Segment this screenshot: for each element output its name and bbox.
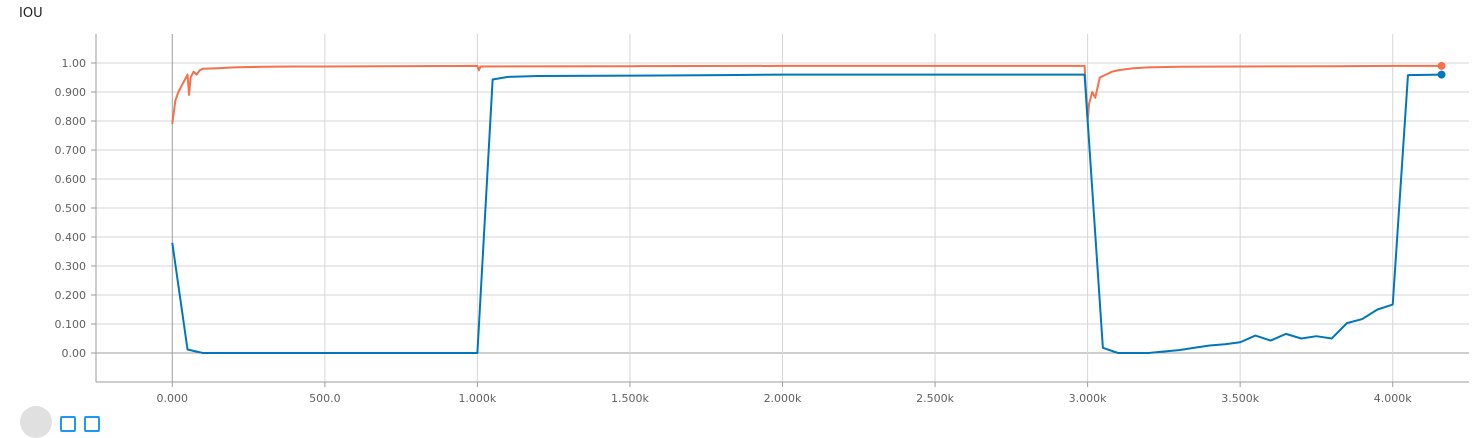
x-tick-label: 2.000k: [764, 392, 802, 405]
chart-toolbar: [20, 406, 100, 438]
x-tick-label: 2.500k: [916, 392, 954, 405]
x-tick-label: 4.000k: [1374, 392, 1412, 405]
series-layer: [171, 61, 1446, 354]
y-tick-label: 0.100: [55, 318, 87, 331]
y-tick-label: 1.00: [62, 57, 87, 70]
axes: [91, 34, 1469, 387]
fit-domain-icon[interactable]: [84, 416, 100, 432]
chart-title: IOU: [19, 6, 43, 21]
y-tick-label: 0.600: [55, 173, 87, 186]
series-endpoint-2: [1437, 70, 1446, 79]
line-chart: 0.00 0.100 0.200 0.300 0.400 0.500 0.600 0.700 0…: [55, 34, 1469, 405]
tick-labels: 0.00 0.100 0.200 0.300 0.400 0.500 0.600 0.700 0…: [55, 57, 1413, 405]
y-tick-label: 0.900: [55, 86, 87, 99]
y-tick-label: 0.400: [55, 231, 87, 244]
x-tick-label: 1.000k: [458, 392, 496, 405]
expand-button[interactable]: [20, 406, 52, 438]
data-selection-icon[interactable]: [60, 416, 76, 432]
x-tick-label: 3.000k: [1069, 392, 1107, 405]
y-tick-label: 0.200: [55, 289, 87, 302]
x-tick-label: 1.500k: [611, 392, 649, 405]
grid: [96, 34, 1469, 382]
x-tick-label: 500.0: [309, 392, 341, 405]
y-tick-label: 0.300: [55, 260, 87, 273]
y-tick-label: 0.00: [62, 347, 87, 360]
y-tick-label: 0.500: [55, 202, 87, 215]
x-tick-label: 3.500k: [1221, 392, 1259, 405]
x-tick-label: 0.000: [157, 392, 189, 405]
y-tick-label: 0.800: [55, 115, 87, 128]
series-line-2: [171, 73, 1442, 354]
y-tick-label: 0.700: [55, 144, 87, 157]
series-line-1: [171, 64, 1442, 125]
series-endpoint-1: [1437, 61, 1446, 70]
